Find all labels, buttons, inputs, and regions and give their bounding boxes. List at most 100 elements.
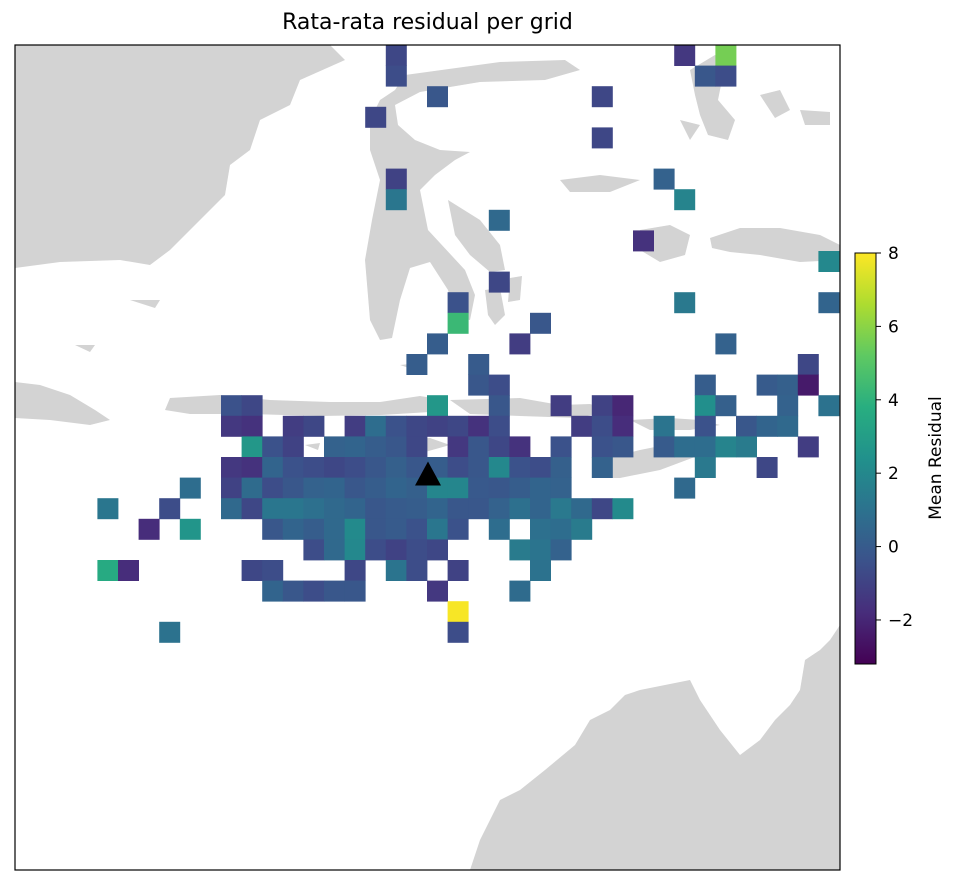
heatmap-cell (488, 271, 510, 293)
heatmap-cell (324, 580, 345, 602)
heatmap-cell (674, 436, 696, 458)
heatmap-cell (468, 354, 490, 375)
heatmap-cell (571, 498, 593, 520)
heatmap-cell (282, 436, 304, 458)
heatmap-cell (241, 415, 263, 437)
heatmap-cell (818, 251, 840, 272)
heatmap-cell (97, 560, 119, 581)
heatmap-cell (406, 539, 428, 561)
heatmap-cell (509, 436, 531, 458)
heatmap-cell (550, 395, 572, 417)
heatmap-cell (282, 518, 304, 540)
colorbar-gradient (854, 252, 877, 665)
chart-title: Rata-rata residual per grid (282, 10, 573, 35)
heatmap-cell (427, 395, 448, 417)
heatmap-cell (406, 518, 428, 540)
heatmap-cell (262, 436, 284, 458)
land-sula (560, 175, 640, 192)
heatmap-cell (715, 65, 737, 87)
heatmap-cell (427, 580, 448, 602)
land-seram (710, 228, 840, 262)
heatmap-cell (365, 498, 387, 520)
colorbar-tick-label: −2 (888, 611, 913, 631)
heatmap-cell (612, 498, 634, 520)
heatmap-cell (591, 86, 613, 108)
heatmap-cell (530, 539, 551, 561)
heatmap-cell (159, 621, 181, 643)
land-sulawesi-se (448, 200, 505, 272)
heatmap-cell (179, 477, 201, 499)
heatmap-cell (344, 539, 366, 561)
land-lombok-sumbawa (165, 395, 445, 416)
heatmap-cell (777, 415, 799, 437)
heatmap-cell (447, 518, 469, 540)
heatmap-cell (509, 539, 531, 561)
heatmap-cell (509, 457, 531, 478)
heatmap-cell (385, 45, 407, 66)
heatmap-cell (530, 477, 551, 499)
heatmap-cell (694, 395, 716, 417)
heatmap-cell (282, 457, 304, 478)
heatmap-cell (427, 518, 448, 540)
heatmap-cell (427, 415, 448, 437)
heatmap-cell (797, 354, 819, 375)
heatmap-cell (468, 477, 490, 499)
heatmap-cell (262, 498, 284, 520)
station-triangle-marker (415, 461, 441, 486)
heatmap-cell (344, 477, 366, 499)
heatmap-cell (468, 457, 490, 478)
heatmap-cell (715, 45, 737, 66)
heatmap-cell (530, 518, 551, 540)
land-muna (508, 276, 522, 302)
heatmap-cell (488, 457, 510, 478)
heatmap-cell (509, 498, 531, 520)
heatmap-cell (241, 436, 263, 458)
heatmap-cells (97, 45, 840, 643)
colorbar: 8 6 4 2 0 −2 (854, 244, 913, 665)
heatmap-cell (694, 374, 716, 396)
heatmap-cell (221, 395, 242, 417)
heatmap-cell (118, 560, 139, 581)
heatmap-cell (262, 477, 284, 499)
heatmap-cell (324, 518, 345, 540)
heatmap-cell (447, 498, 469, 520)
heatmap-cell (282, 415, 304, 437)
heatmap-cell (447, 436, 469, 458)
heatmap-cell (221, 415, 242, 437)
heatmap-cell (550, 518, 572, 540)
heatmap-cell (303, 477, 325, 499)
heatmap-cell (550, 539, 572, 561)
heatmap-cell (97, 498, 119, 520)
heatmap-cell (468, 374, 490, 396)
heatmap-cell (550, 436, 572, 458)
heatmap-cell (447, 312, 469, 334)
heatmap-cell (447, 477, 469, 499)
heatmap-cell (324, 477, 345, 499)
heatmap-cell (653, 415, 675, 437)
heatmap-cell (694, 436, 716, 458)
heatmap-cell (324, 436, 345, 458)
colorbar-tick-label: 2 (888, 464, 899, 484)
heatmap-cell (488, 395, 510, 417)
heatmap-cell (447, 601, 469, 623)
heatmap-cell (262, 560, 284, 581)
heatmap-cell (344, 560, 366, 581)
heatmap-cell (468, 415, 490, 437)
land-java-east (15, 382, 110, 425)
heatmap-cell (550, 477, 572, 499)
heatmap-cell (179, 518, 201, 540)
heatmap-cell (612, 436, 634, 458)
heatmap-cell (818, 292, 840, 314)
heatmap-cell (715, 395, 737, 417)
heatmap-cell (427, 333, 448, 355)
heatmap-cell (591, 415, 613, 437)
heatmap-cell (344, 457, 366, 478)
heatmap-cell (530, 457, 551, 478)
heatmap-cell (324, 539, 345, 561)
heatmap-cell (303, 498, 325, 520)
heatmap-cell (241, 477, 263, 499)
heatmap-cell (571, 518, 593, 540)
heatmap-cell (612, 395, 634, 417)
heatmap-cell (344, 436, 366, 458)
heatmap-cell (385, 415, 407, 437)
